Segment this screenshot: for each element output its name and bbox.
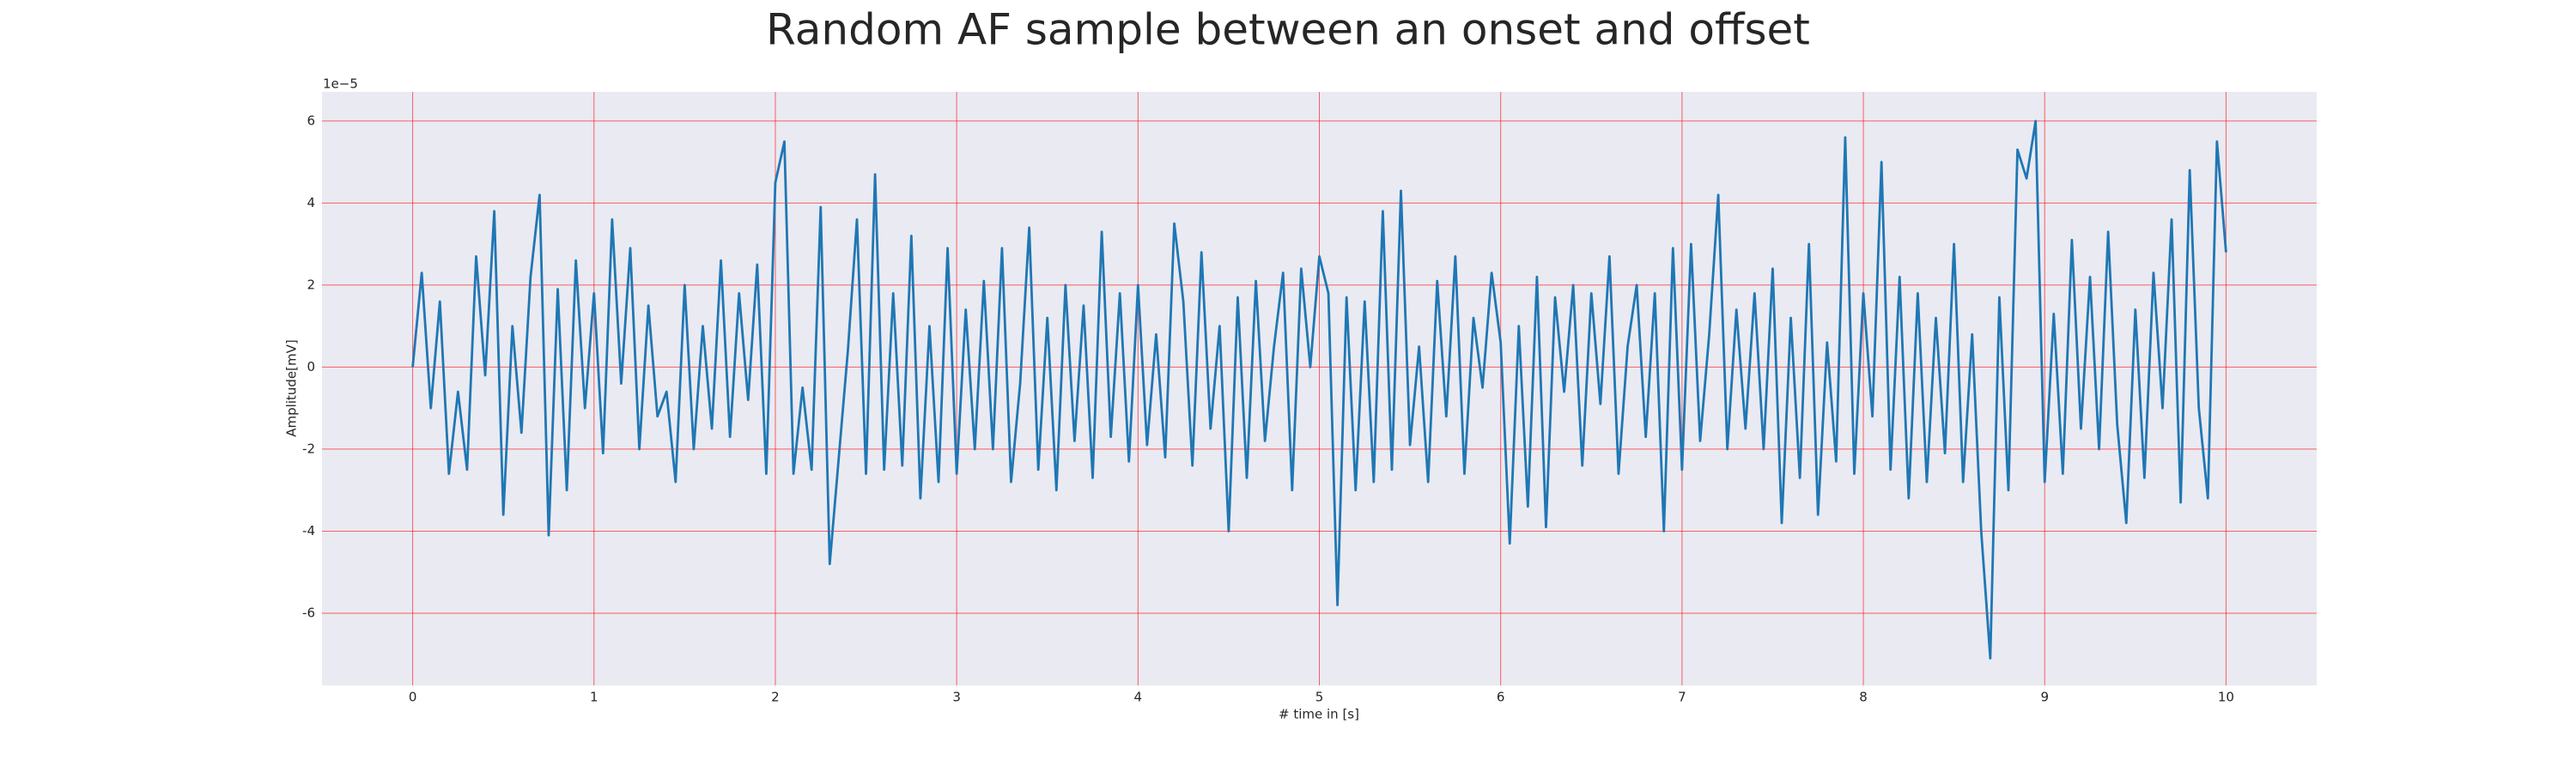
y-tick-label: 6: [307, 113, 315, 128]
x-axis-label: # time in [s]: [1279, 707, 1359, 722]
x-tick-label: 9: [2040, 690, 2049, 705]
chart-title: Random AF sample between an onset and of…: [766, 5, 1810, 55]
x-tick-label: 0: [409, 690, 417, 705]
y-axis-label: Amplitude[mV]: [284, 339, 300, 436]
x-tick-label: 8: [1859, 690, 1868, 705]
x-tick-label: 4: [1134, 690, 1143, 705]
y-tick-label: 2: [307, 277, 315, 292]
y-tick-label: 0: [307, 359, 315, 374]
x-tick-label: 3: [952, 690, 961, 705]
x-tick-label: 1: [590, 690, 598, 705]
y-tick-label: 4: [307, 195, 315, 210]
y-tick-label: -2: [302, 441, 315, 456]
x-tick-label: 2: [771, 690, 780, 705]
x-tick-label: 6: [1497, 690, 1505, 705]
y-tick-label: -6: [302, 605, 315, 620]
x-tick-label: 5: [1315, 690, 1324, 705]
x-tick-label: 7: [1678, 690, 1686, 705]
y-tick-label: -4: [302, 523, 315, 539]
y-offset-label: 1e−5: [323, 76, 358, 92]
x-tick-label: 10: [2218, 690, 2234, 705]
signal-line: [411, 119, 2227, 660]
